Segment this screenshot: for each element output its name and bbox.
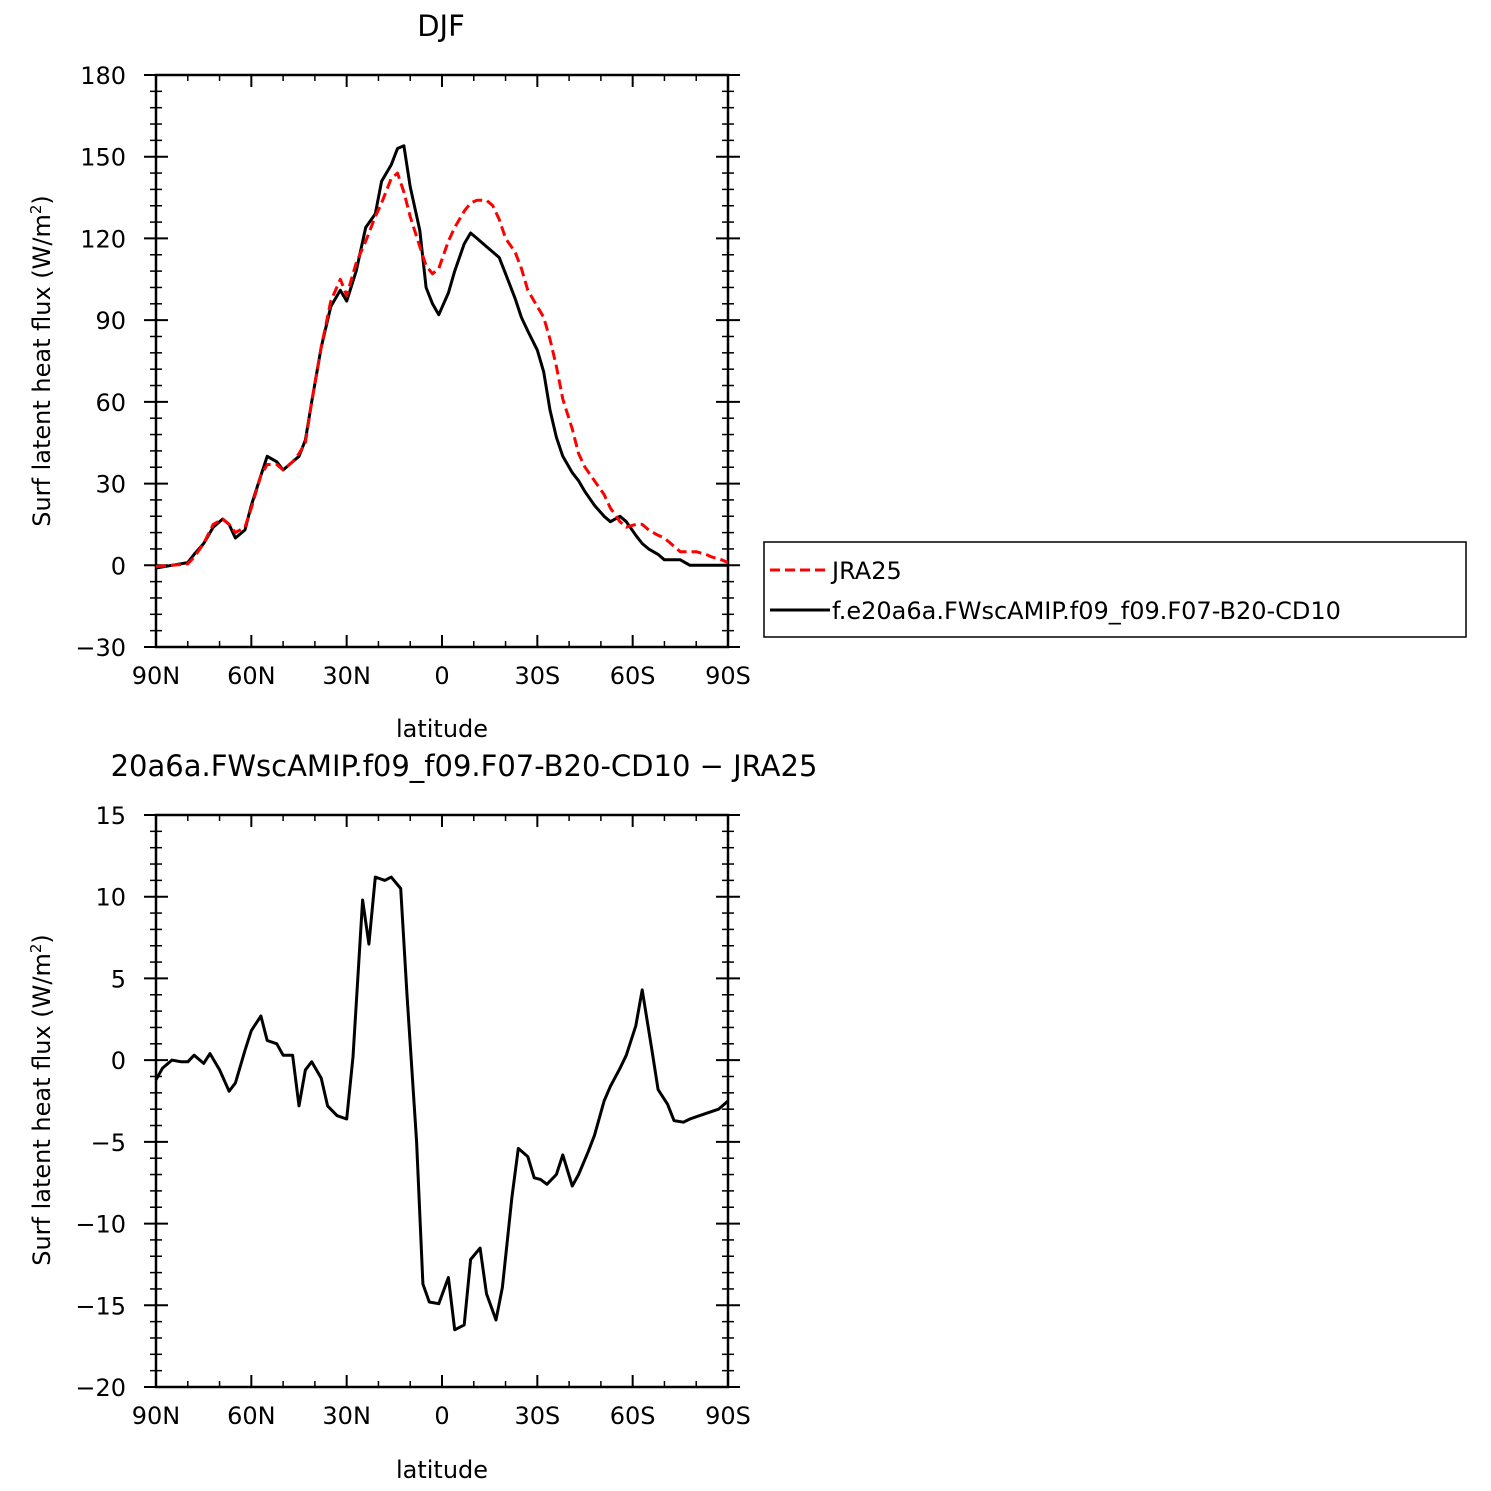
x-tick-label: 30S: [514, 662, 560, 690]
x-axis-label: latitude: [396, 1456, 488, 1484]
legend-label-jra25: JRA25: [830, 557, 902, 585]
x-tick-label: 0: [434, 1402, 449, 1430]
plot-frame: [154, 813, 730, 1389]
legend-box: [763, 541, 1467, 638]
x-tick-label: 60S: [610, 1402, 656, 1430]
x-axis-label: latitude: [396, 715, 488, 743]
legend-label-model: f.e20a6a.FWscAMIP.f09_f09.F07-B20-CD10: [832, 597, 1341, 625]
y-tick-label: 30: [95, 471, 126, 499]
y-tick-label: −5: [91, 1129, 126, 1157]
y-tick-label: 150: [80, 144, 126, 172]
chart-title: DJF: [417, 9, 465, 43]
chart-title: 20a6a.FWscAMIP.f09_f09.F07-B20-CD10 − JR…: [111, 749, 818, 783]
y-tick-label: 60: [95, 389, 126, 417]
x-tick-label: 60S: [610, 662, 656, 690]
y-tick-label: 10: [95, 884, 126, 912]
x-tick-label: 90S: [705, 1402, 751, 1430]
y-axis-label: Surf latent heat flux (W/m2): [27, 934, 56, 1266]
y-tick-label: −30: [75, 634, 126, 662]
series-line-jra25: [155, 171, 729, 569]
y-tick-label: −20: [75, 1374, 126, 1402]
y-tick-label: 5: [111, 965, 126, 993]
y-tick-label: 15: [95, 802, 126, 830]
x-tick-label: 90S: [705, 662, 751, 690]
x-ticks: 90N 60N 30N 0 30S 60S 90S: [132, 815, 751, 1430]
y-tick-label: 0: [111, 552, 126, 580]
y-axis-label-sup: 2: [27, 944, 45, 954]
x-tick-label: 60N: [227, 1402, 276, 1430]
x-tick-label: 30N: [322, 1402, 371, 1430]
x-tick-label: 30N: [322, 662, 371, 690]
series-line-model: [155, 144, 728, 570]
y-axis-label-sup: 2: [27, 205, 45, 215]
series-lines: [154, 875, 729, 1332]
legend: JRA25 f.e20a6a.FWscAMIP.f09_f09.F07-B20-…: [763, 541, 1467, 638]
plot-frame: [154, 73, 730, 649]
x-ticks: 90N 60N 30N 0 30S 60S 90S: [132, 75, 751, 690]
y-tick-label: 180: [80, 62, 126, 90]
djf-chart-panel: DJF 90N 60N 30N 0 30S 60S 90S −30 0 30 60 90 120 150…: [27, 9, 1467, 743]
y-axis-label-main: Surf latent heat flux (W/m: [28, 214, 56, 527]
x-tick-label: 90N: [132, 662, 181, 690]
y-tick-label: −10: [75, 1211, 126, 1239]
x-tick-label: 30S: [514, 1402, 560, 1430]
x-tick-label: 0: [434, 662, 449, 690]
y-axis-label-end: ): [28, 195, 56, 204]
y-axis-label-main: Surf latent heat flux (W/m: [28, 953, 56, 1266]
y-ticks: −20 −15 −10 −5 0 5 10 15: [75, 802, 740, 1402]
y-tick-label: 0: [111, 1047, 126, 1075]
difference-chart-panel: 20a6a.FWscAMIP.f09_f09.F07-B20-CD10 − JR…: [27, 749, 817, 1484]
y-axis-label-end: ): [28, 934, 56, 943]
series-line-model: [154, 875, 729, 1332]
y-axis-label: Surf latent heat flux (W/m2): [27, 195, 56, 527]
y-tick-label: −15: [75, 1292, 126, 1320]
y-tick-label: 120: [80, 225, 126, 253]
x-tick-label: 90N: [132, 1402, 181, 1430]
y-tick-label: 90: [95, 307, 126, 335]
series-lines: [155, 144, 729, 570]
y-ticks: −30 0 30 60 90 120 150 180: [75, 62, 740, 662]
x-tick-label: 60N: [227, 662, 276, 690]
